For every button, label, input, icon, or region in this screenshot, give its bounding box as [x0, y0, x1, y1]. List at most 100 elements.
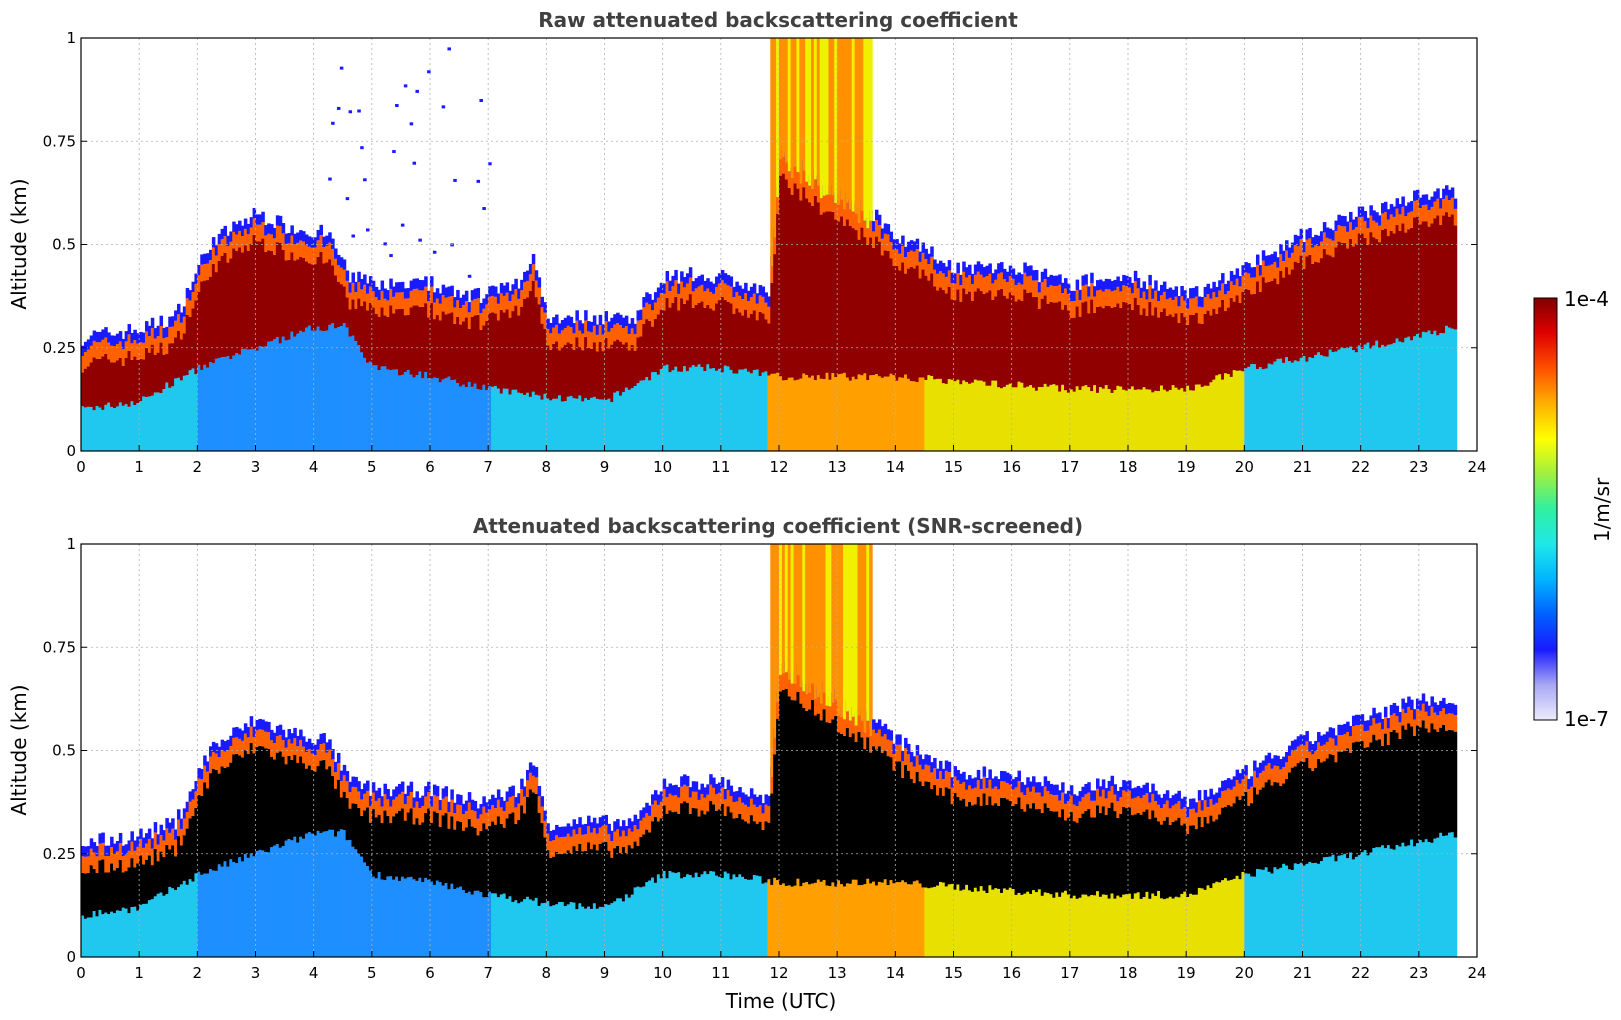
heatmap-column — [1404, 205, 1408, 451]
heatmap-column — [985, 777, 989, 957]
heatmap-column — [115, 841, 120, 957]
heatmap-column — [1194, 802, 1199, 957]
heatmap-column — [409, 781, 414, 957]
heatmap-column — [1159, 284, 1164, 451]
heatmap-column — [1302, 241, 1307, 451]
heatmap-column — [703, 787, 707, 957]
heatmap-column — [1235, 268, 1240, 451]
heatmap-column — [755, 293, 760, 451]
heatmap-column — [729, 785, 734, 957]
heatmap-column — [1430, 196, 1434, 451]
heatmap-column — [351, 234, 355, 451]
heatmap-column — [555, 824, 559, 957]
heatmap-column — [1305, 229, 1309, 451]
heatmap-column — [1226, 778, 1231, 957]
heatmap-column — [293, 233, 297, 451]
heatmap-column — [153, 328, 158, 451]
heatmap-column — [889, 231, 894, 451]
heatmap-column — [470, 290, 475, 451]
heatmap-column — [508, 786, 513, 957]
heatmap-column — [319, 224, 323, 451]
x-tick-label: 15 — [944, 964, 963, 982]
heatmap-column — [182, 808, 187, 957]
heatmap-column — [1305, 731, 1309, 957]
heatmap-column — [441, 788, 446, 957]
heatmap-column — [1218, 787, 1222, 957]
heatmap-column — [354, 776, 358, 957]
heatmap-column — [834, 38, 838, 451]
heatmap-column — [427, 781, 431, 957]
heatmap-column — [1125, 781, 1129, 957]
heatmap-column — [1276, 257, 1280, 451]
heatmap-column — [86, 846, 91, 957]
heatmap-column — [1148, 792, 1152, 957]
heatmap-column — [988, 769, 992, 957]
heatmap-column — [656, 287, 661, 451]
x-tick-label: 23 — [1409, 458, 1428, 476]
heatmap-column — [1415, 698, 1420, 957]
heatmap-column — [1133, 270, 1138, 451]
heatmap-column — [1223, 283, 1228, 451]
heatmap-column — [906, 743, 911, 957]
heatmap-column — [1453, 704, 1458, 957]
heatmap-column — [819, 544, 824, 957]
heatmap-column — [284, 233, 289, 451]
heatmap-column — [700, 783, 704, 957]
heatmap-column — [1442, 697, 1446, 957]
heatmap-column — [1139, 287, 1144, 451]
heatmap-column — [656, 794, 661, 957]
heatmap-column — [86, 339, 91, 451]
heatmap-column — [1203, 789, 1208, 957]
heatmap-column — [252, 207, 257, 451]
heatmap-column — [793, 38, 798, 451]
heatmap-column — [377, 289, 382, 451]
heatmap-column — [191, 281, 196, 451]
heatmap-column — [456, 794, 460, 957]
heatmap-column — [284, 737, 289, 957]
heatmap-column — [857, 38, 862, 451]
heatmap-column — [549, 830, 553, 957]
heatmap-column — [336, 106, 341, 451]
heatmap-column — [747, 290, 751, 451]
heatmap-column — [970, 778, 975, 957]
heatmap-column — [947, 260, 952, 451]
heatmap-column — [261, 719, 265, 957]
heatmap-column — [764, 794, 768, 957]
heatmap-column — [427, 70, 431, 451]
heatmap-column — [723, 788, 728, 957]
heatmap-column — [808, 544, 812, 957]
y-tick-label: 0.5 — [52, 742, 76, 760]
heatmap-column — [688, 267, 693, 451]
heatmap-column — [784, 38, 789, 451]
heatmap-column — [674, 269, 678, 451]
bottom-panel-x-ticks: 0 1 2 3 4 5 6 7 8 9 10 11 12 13 14 15 16 17 18 19 20 21 22 23 24 — [76, 951, 1487, 982]
x-tick-label: 0 — [76, 964, 86, 982]
heatmap-column — [1096, 778, 1100, 957]
heatmap-column — [1287, 247, 1292, 451]
heatmap-column — [270, 729, 274, 957]
heatmap-column — [822, 38, 827, 451]
x-tick-label: 23 — [1409, 964, 1428, 982]
heatmap-column — [502, 800, 507, 957]
heatmap-column — [557, 827, 562, 957]
heatmap-column — [1020, 782, 1024, 957]
heatmap-column — [953, 766, 958, 957]
x-tick-label: 9 — [600, 964, 610, 982]
heatmap-column — [453, 802, 457, 957]
heatmap-column — [1128, 780, 1132, 957]
heatmap-column — [840, 544, 844, 957]
x-tick-label: 15 — [944, 458, 963, 476]
heatmap-column — [1221, 273, 1225, 451]
heatmap-column — [773, 544, 777, 957]
heatmap-column — [1427, 199, 1432, 451]
heatmap-column — [357, 781, 361, 957]
heatmap-column — [1392, 206, 1397, 451]
heatmap-column — [1002, 771, 1007, 957]
heatmap-column — [997, 779, 1001, 957]
heatmap-column — [246, 223, 251, 451]
heatmap-column — [1197, 790, 1202, 957]
heatmap-column — [255, 214, 260, 451]
heatmap-column — [1415, 189, 1420, 451]
heatmap-column — [101, 832, 105, 957]
